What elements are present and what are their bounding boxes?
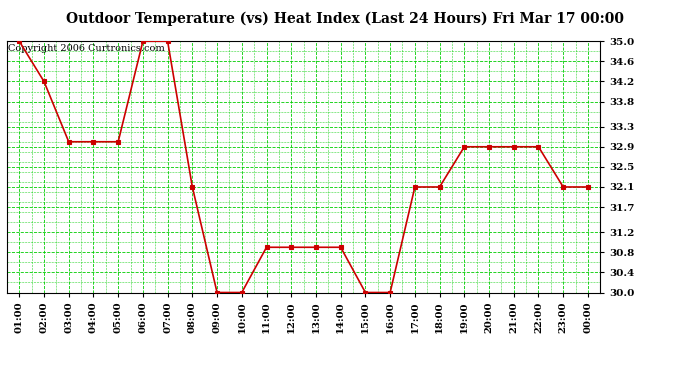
Text: Copyright 2006 Curtronics.com: Copyright 2006 Curtronics.com <box>8 44 165 53</box>
Text: Outdoor Temperature (vs) Heat Index (Last 24 Hours) Fri Mar 17 00:00: Outdoor Temperature (vs) Heat Index (Las… <box>66 11 624 26</box>
